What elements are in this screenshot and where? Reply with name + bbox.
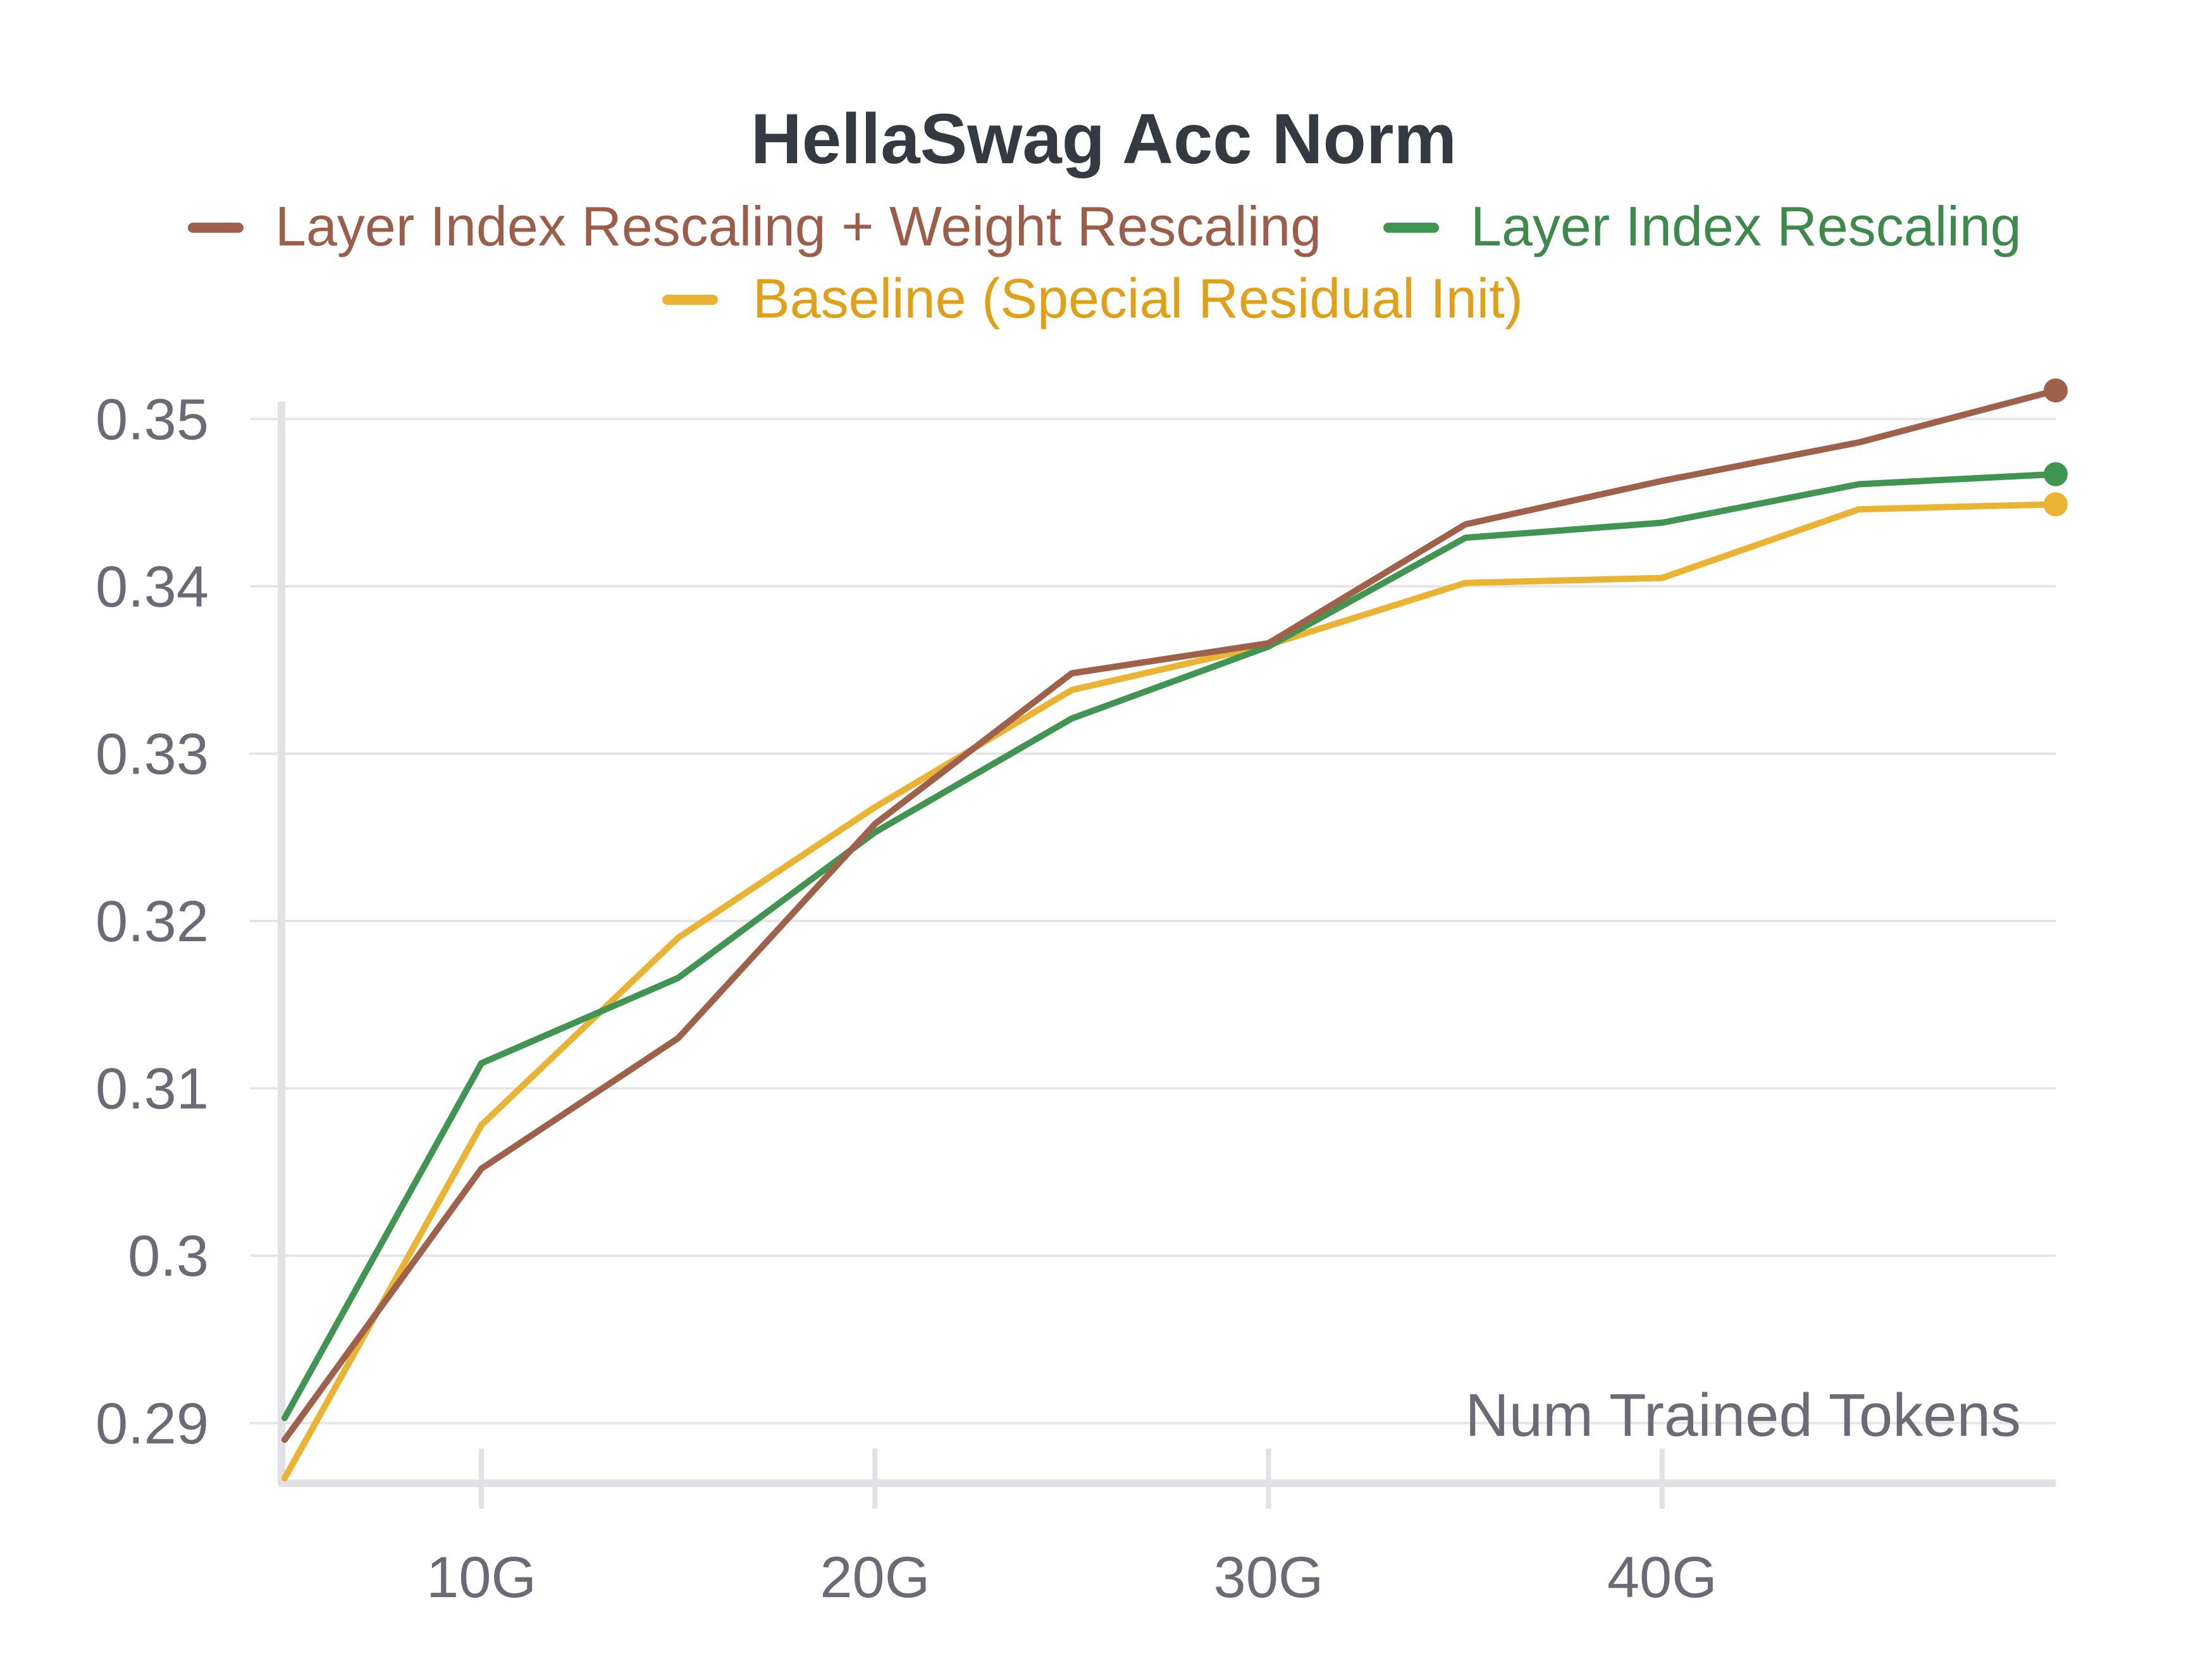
legend-item: Layer Index Rescaling + Weight Rescaling <box>188 195 1321 257</box>
x-tick-label: 40G <box>1607 1545 1717 1610</box>
grid <box>250 417 2056 1424</box>
y-tick-label: 0.35 <box>96 387 209 452</box>
chart-title: HellaSwag Acc Norm <box>751 99 1457 178</box>
x-tick-label: 10G <box>426 1545 536 1610</box>
y-tick-label: 0.29 <box>96 1392 209 1456</box>
legend-label: Layer Index Rescaling + Weight Rescaling <box>275 195 1321 257</box>
series-end-point <box>2044 492 2068 517</box>
series-line <box>281 387 2059 1443</box>
series-layer <box>281 378 2068 1482</box>
y-tick-label: 0.33 <box>96 722 209 786</box>
series-line <box>281 501 2059 1482</box>
x-tick-label: 30G <box>1214 1545 1324 1610</box>
series-end-point <box>2044 378 2068 403</box>
y-tick-label: 0.32 <box>96 889 209 954</box>
legend: Layer Index Rescaling + Weight Rescaling… <box>188 195 2022 330</box>
y-tick-label: 0.34 <box>96 555 209 619</box>
y-tick-label: 0.31 <box>96 1057 209 1121</box>
x-axis-title: Num Trained Tokens <box>1465 1381 2021 1449</box>
legend-label: Baseline (Special Residual Init) <box>753 267 1523 330</box>
x-tick-label: 20G <box>820 1545 930 1610</box>
legend-label: Layer Index Rescaling <box>1471 195 2022 257</box>
legend-item: Layer Index Rescaling <box>1383 195 2022 257</box>
series-end-point <box>2044 462 2068 486</box>
legend-item: Baseline (Special Residual Init) <box>662 267 1523 330</box>
series-line <box>281 471 2059 1421</box>
axes: 0.29 0.3 0.31 0.32 0.33 0.34 0.35 10G 20G 30G 40G <box>96 387 2056 1610</box>
y-tick-label: 0.3 <box>128 1224 209 1288</box>
